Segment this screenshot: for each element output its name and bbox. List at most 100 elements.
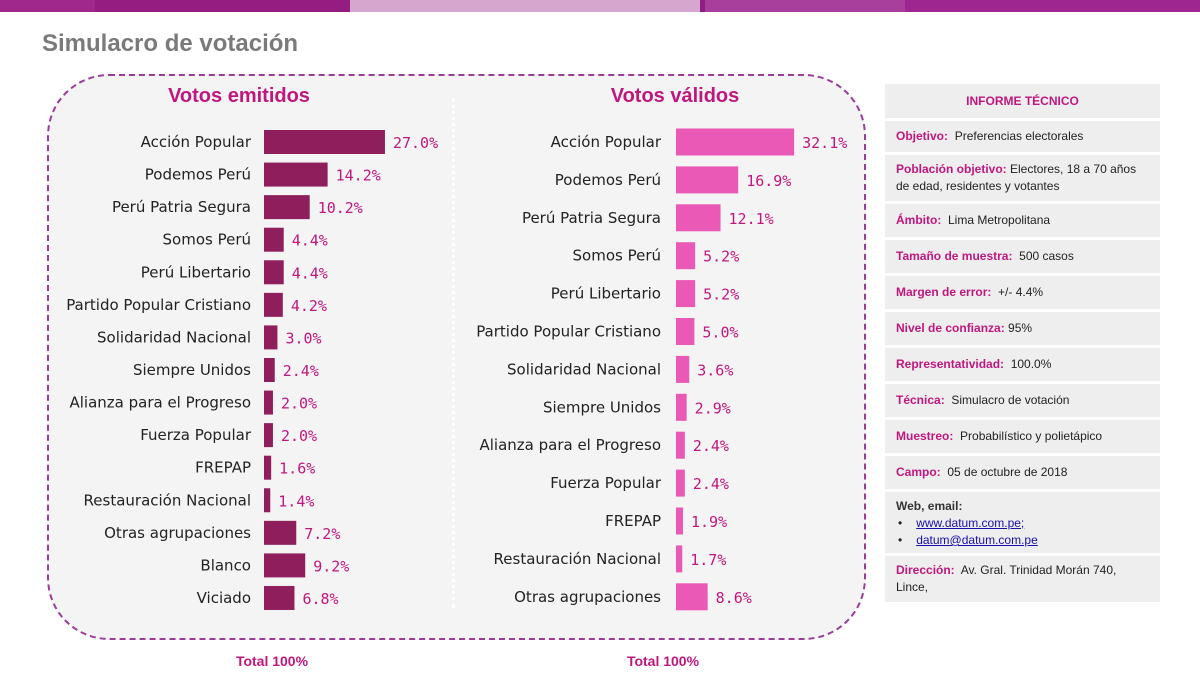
bar: [264, 325, 278, 350]
category-label: Perú Libertario: [141, 263, 251, 281]
value-label: 5.0%: [702, 324, 738, 342]
chart-votos-validos: Acción Popular 32.1% Podemos Perú 16.9% Perú…: [476, 128, 847, 611]
info-value: 100.0%: [1010, 357, 1052, 371]
bar: [264, 260, 284, 285]
topbar-segment: [95, 0, 350, 12]
category-label: Blanco: [200, 556, 251, 574]
info-key: Población objetivo:: [896, 162, 1007, 176]
bar: [676, 128, 795, 156]
info-row-poblacion: Población objetivo: Electores, 18 a 70 a…: [885, 155, 1160, 201]
chart-votos-emitidos: Acción Popular 27.0% Podemos Perú 14.2% Perú…: [66, 130, 438, 610]
bar: [264, 520, 297, 545]
info-key: Tamaño de muestra:: [896, 249, 1013, 263]
bar: [264, 390, 273, 415]
info-key: Margen de error:: [896, 285, 992, 299]
info-row-muestreo: Muestreo: Probabilístico y polietápico: [885, 420, 1160, 453]
info-key: Técnica:: [896, 393, 945, 407]
informe-tecnico-table: INFORME TÉCNICO Objetivo: Preferencias e…: [885, 84, 1160, 605]
category-label: Fuerza Popular: [550, 474, 662, 492]
email-link[interactable]: datum@datum.com.pe: [916, 533, 1038, 547]
bar: [676, 507, 683, 535]
category-label: Podemos Perú: [145, 166, 251, 184]
category-label: FREPAP: [605, 512, 661, 530]
topbar-segment: [700, 0, 705, 12]
bar: [264, 455, 272, 480]
info-row-muestra: Tamaño de muestra: 500 casos: [885, 240, 1160, 273]
category-label: Perú Libertario: [551, 285, 661, 303]
info-value: 05 de octubre de 2018: [947, 465, 1068, 479]
bar: [676, 242, 696, 270]
chart-title-emitidos: Votos emitidos: [168, 85, 310, 107]
value-label: 1.7%: [690, 551, 726, 569]
value-label: 8.6%: [716, 589, 752, 607]
value-label: 12.1%: [729, 210, 774, 228]
value-label: 14.2%: [336, 167, 381, 185]
info-key: Representatividad:: [896, 357, 1005, 371]
bar: [676, 431, 685, 459]
bullet: •: [898, 516, 903, 530]
bullet: •: [898, 533, 903, 547]
topbar-segment: [705, 0, 905, 12]
bar: [264, 585, 295, 610]
info-value: Simulacro de votación: [951, 393, 1070, 407]
category-label: Solidaridad Nacional: [507, 360, 661, 378]
value-label: 5.2%: [703, 248, 739, 266]
category-label: Partido Popular Cristiano: [66, 296, 251, 314]
bar: [264, 227, 284, 252]
bar: [676, 469, 685, 497]
value-label: 16.9%: [746, 172, 791, 190]
value-label: 3.0%: [285, 329, 321, 347]
category-label: FREPAP: [195, 459, 251, 477]
topbar-segment: [0, 0, 95, 12]
value-label: 32.1%: [802, 134, 847, 152]
category-label: Otras agrupaciones: [104, 524, 251, 542]
info-row-web: Web, email: • www.datum.com.pe; • datum@da…: [885, 492, 1160, 553]
panel-divider: [452, 98, 455, 608]
bar: [676, 355, 690, 383]
page-title: Simulacro de votación: [42, 30, 299, 57]
total-emitidos: Total 100%: [235, 653, 309, 669]
web-list-item: • datum@datum.com.pe: [896, 532, 1150, 549]
category-label: Restauración Nacional: [84, 491, 251, 509]
value-label: 5.2%: [703, 286, 739, 304]
info-value: Preferencias electorales: [954, 129, 1084, 143]
bar: [676, 166, 739, 194]
website-link[interactable]: www.datum.com.pe;: [916, 516, 1025, 530]
info-row-representatividad: Representatividad: 100.0%: [885, 348, 1160, 381]
category-label: Otras agrupaciones: [514, 588, 661, 606]
category-label: Somos Perú: [163, 231, 251, 249]
value-label: 10.2%: [318, 199, 363, 217]
informe-title: INFORME TÉCNICO: [885, 84, 1160, 118]
info-key: Objetivo:: [896, 129, 949, 143]
value-label: 4.4%: [292, 232, 328, 250]
topbar-segment: [350, 0, 700, 12]
category-label: Restauración Nacional: [494, 550, 661, 568]
info-row-margen: Margen de error: +/- 4.4%: [885, 276, 1160, 309]
value-label: 4.4%: [292, 264, 328, 282]
web-links-list: • www.datum.com.pe; • datum@datum.com.pe: [896, 515, 1150, 549]
info-value: 95%: [1008, 321, 1033, 335]
info-row-direccion: Dirección: Av. Gral. Trinidad Morán 740,…: [885, 556, 1160, 602]
bar: [676, 280, 696, 308]
info-row-tecnica: Técnica: Simulacro de votación: [885, 384, 1160, 417]
info-value: 500 casos: [1019, 249, 1074, 263]
bar: [676, 393, 687, 421]
category-label: Somos Perú: [573, 247, 661, 265]
info-key: Ámbito:: [896, 213, 942, 227]
info-value: +/- 4.4%: [998, 285, 1044, 299]
category-label: Perú Patria Segura: [112, 198, 251, 216]
bar: [264, 423, 273, 448]
category-label: Partido Popular Cristiano: [476, 323, 661, 341]
value-label: 2.4%: [693, 475, 729, 493]
bar: [264, 130, 385, 154]
category-label: Perú Patria Segura: [522, 209, 661, 227]
value-label: 7.2%: [304, 525, 340, 543]
value-label: 2.9%: [695, 399, 731, 417]
bar: [676, 204, 721, 232]
info-key: Dirección:: [896, 563, 955, 577]
category-label: Solidaridad Nacional: [97, 328, 251, 346]
value-label: 1.6%: [279, 460, 315, 478]
category-label: Acción Popular: [141, 133, 252, 151]
info-value: Probabilístico y polietápico: [960, 429, 1103, 443]
value-label: 2.4%: [693, 437, 729, 455]
